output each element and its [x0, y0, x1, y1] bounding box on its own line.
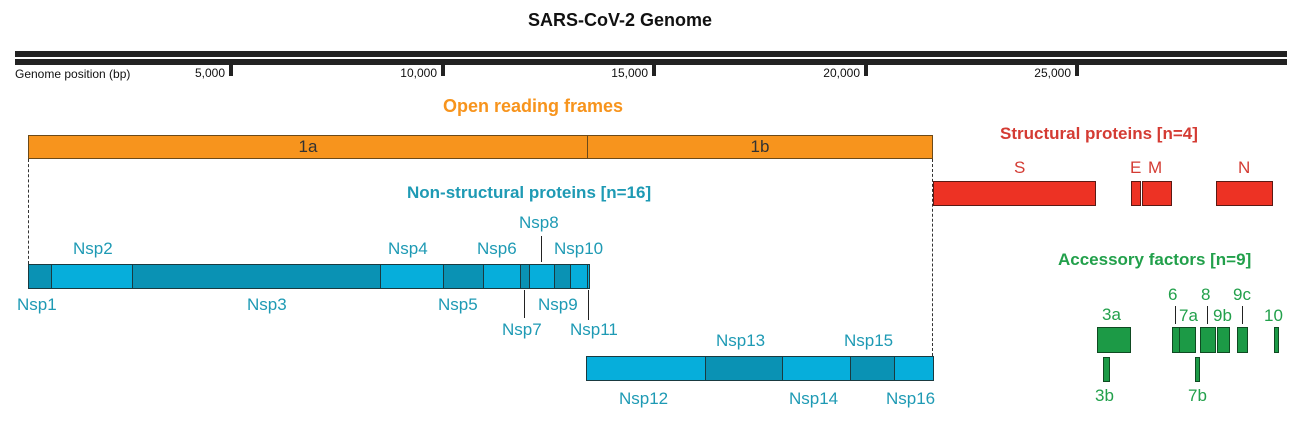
label-6: 6: [1168, 285, 1178, 304]
label-nsp5: Nsp5: [438, 295, 478, 314]
nsp-bar-1a: [28, 264, 590, 289]
tick-10000: [441, 64, 445, 76]
label-nsp12: Nsp12: [619, 389, 669, 408]
nsp-heading: Non-structural proteins [n=16]: [407, 183, 652, 202]
m-protein: [1142, 181, 1172, 206]
label-nsp11: Nsp11: [570, 320, 618, 339]
leader-nsp7: [524, 290, 525, 318]
s-protein: [933, 181, 1096, 206]
label-nsp9: Nsp9: [538, 295, 578, 314]
nsp11-segment: [588, 264, 590, 289]
orf-1b: 1b: [587, 135, 933, 159]
label-nsp4: Nsp4: [388, 239, 428, 258]
label-3b: 3b: [1095, 386, 1114, 405]
nsp10-segment: [571, 264, 588, 289]
nsp14-segment: [783, 356, 851, 381]
dashed-guide-left: [28, 159, 29, 264]
label-7b: 7b: [1188, 386, 1207, 405]
nsp7-segment: [521, 264, 530, 289]
leader-9c: [1242, 306, 1243, 324]
tick-label-15000: 15,000: [611, 66, 648, 80]
nsp3-segment: [133, 264, 381, 289]
label-nsp6: Nsp6: [477, 239, 517, 258]
e-protein: [1131, 181, 1141, 206]
label-nsp15: Nsp15: [844, 331, 894, 350]
leader-nsp8: [541, 236, 542, 262]
accessory-heading: Accessory factors [n=9]: [1058, 250, 1252, 269]
nsp16-segment: [895, 356, 934, 381]
tick-5000: [229, 64, 233, 76]
nsp9-segment: [555, 264, 571, 289]
label-nsp13: Nsp13: [716, 331, 766, 350]
tick-15000: [652, 64, 656, 76]
label-nsp3: Nsp3: [247, 295, 287, 314]
label-nsp16: Nsp16: [886, 389, 936, 408]
orf9b: [1217, 327, 1230, 353]
structural-heading: Structural proteins [n=4]: [1000, 124, 1198, 143]
tick-label-10000: 10,000: [400, 66, 437, 80]
label-nsp7: Nsp7: [502, 320, 542, 339]
orf7b: [1195, 357, 1200, 382]
label-nsp14: Nsp14: [789, 389, 839, 408]
label-n: N: [1238, 158, 1251, 177]
nsp2-segment: [52, 264, 133, 289]
orf10: [1274, 327, 1279, 353]
label-nsp1: Nsp1: [17, 295, 57, 314]
orf9c: [1237, 327, 1248, 353]
nsp6-segment: [484, 264, 521, 289]
orf3b: [1103, 357, 1110, 382]
label-m: M: [1148, 158, 1163, 177]
nsp5-segment: [444, 264, 484, 289]
nsp4-segment: [381, 264, 444, 289]
n-protein: [1216, 181, 1273, 206]
tick-20000: [864, 64, 868, 76]
orf3a: [1097, 327, 1131, 353]
label-s: S: [1014, 158, 1026, 177]
nsp12-segment: [587, 356, 706, 381]
nsp13-segment: [706, 356, 783, 381]
orf7a: [1179, 327, 1196, 353]
label-9c: 9c: [1233, 285, 1251, 304]
orf-1a: 1a: [28, 135, 588, 159]
label-10: 10: [1264, 306, 1283, 325]
label-3a: 3a: [1102, 305, 1121, 324]
label-8: 8: [1201, 285, 1211, 304]
nsp-bar-1b: [586, 356, 934, 381]
genome-bar-bottom: [15, 59, 1287, 65]
leader-nsp11: [588, 290, 589, 320]
orf8: [1200, 327, 1216, 353]
tick-label-5000: 5,000: [194, 66, 225, 80]
label-nsp10: Nsp10: [554, 239, 604, 258]
leader-6: [1175, 306, 1176, 324]
label-9b: 9b: [1213, 306, 1232, 325]
label-7a: 7a: [1179, 306, 1198, 325]
leader-8: [1207, 306, 1208, 324]
tick-label-25000: 25,000: [1034, 66, 1071, 80]
label-nsp2: Nsp2: [73, 239, 113, 258]
label-e: E: [1130, 158, 1142, 177]
nsp15-segment: [851, 356, 895, 381]
diagram-title: SARS-CoV-2 Genome: [527, 10, 713, 30]
axis-label: Genome position (bp): [15, 67, 131, 81]
orf-heading: Open reading frames: [443, 96, 624, 116]
tick-label-20000: 20,000: [823, 66, 860, 80]
tick-25000: [1075, 64, 1079, 76]
nsp8-segment: [530, 264, 555, 289]
nsp1-segment: [29, 264, 52, 289]
dashed-guide-right: [932, 159, 933, 356]
label-nsp8: Nsp8: [519, 213, 559, 232]
genome-bar-top: [15, 51, 1287, 57]
